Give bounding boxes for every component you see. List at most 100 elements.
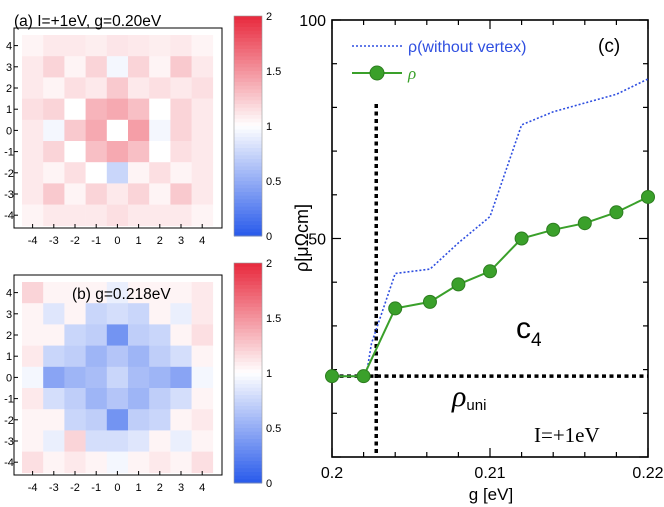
heatmap-cell xyxy=(64,282,86,304)
heatmap-cell xyxy=(170,430,192,452)
heatmap-cell xyxy=(149,303,171,325)
colorbar-segment xyxy=(234,347,262,352)
heatmap-cell xyxy=(22,119,44,142)
colorbar-segment xyxy=(234,329,262,334)
heatmap-cell xyxy=(22,204,44,227)
heatmap-cell xyxy=(106,430,129,452)
colorbar-segment xyxy=(234,93,262,98)
colorbar-segment xyxy=(234,340,262,345)
heatmap-cell xyxy=(128,451,150,474)
colorbar-segment xyxy=(234,148,262,153)
heatmap-cell xyxy=(43,35,65,57)
heatmap-cell xyxy=(22,77,44,99)
heatmap-cell xyxy=(170,77,192,99)
series-line-without-vertex xyxy=(332,78,649,377)
heatmap-cell xyxy=(128,388,150,410)
colorbar-segment xyxy=(234,453,262,458)
heatmap-cell xyxy=(149,204,171,227)
colorbar-segment xyxy=(234,409,262,414)
line-chart-panel-c: 0.2 0.21 0.22 100 50 (c) ρ(without vertex) ρ… xyxy=(292,13,664,504)
heatmap-cell xyxy=(64,366,86,389)
colorbar-segment xyxy=(234,107,262,112)
data-point-rho xyxy=(577,216,592,231)
panel-a-title: (a) I=+1eV, g=0.20eV xyxy=(14,13,162,30)
colorbar-segment xyxy=(234,203,262,208)
legend-label-rho: ρ xyxy=(407,64,416,83)
heatmap-cell xyxy=(22,388,44,410)
colorbar-segment xyxy=(234,387,262,392)
colorbar-segment xyxy=(234,310,262,315)
heatmap-cell xyxy=(191,345,214,368)
heatmap-cell xyxy=(64,388,86,410)
data-point-rho xyxy=(388,301,403,316)
heatmap-cell xyxy=(22,366,44,389)
colorbar-frame xyxy=(233,15,263,237)
heatmap-cell xyxy=(170,366,192,389)
colorbar-segment xyxy=(234,184,262,189)
colorbar-tick-label: 1.5 xyxy=(266,66,281,78)
x-tick-label: 2 xyxy=(157,235,163,247)
colorbar-segment xyxy=(234,118,262,123)
heatmap-cell xyxy=(22,451,44,474)
colorbar-segment xyxy=(234,111,262,116)
colorbar-segment xyxy=(234,38,262,43)
heatmap-cell xyxy=(191,56,214,78)
heatmap-cell xyxy=(191,183,214,205)
heatmap-cell xyxy=(191,162,214,184)
colorbar-segment xyxy=(234,318,262,323)
colorbar-segment xyxy=(234,373,262,378)
heatmap-cell xyxy=(85,366,108,389)
colorbar-segment xyxy=(234,129,262,134)
colorbar-segment xyxy=(234,314,262,319)
colorbar-segment xyxy=(234,122,262,127)
colorbar-segment xyxy=(234,358,262,363)
colorbar-segment xyxy=(234,89,262,94)
heatmap-cell xyxy=(43,56,65,78)
colorbar-segment xyxy=(234,199,262,204)
y-tick-label: -4 xyxy=(4,457,14,469)
heatmap-cell xyxy=(106,183,129,205)
colorbar-segment xyxy=(234,277,262,282)
heatmap-cell xyxy=(43,183,65,205)
heatmap-cell xyxy=(85,303,108,325)
colorbar-tick-label: 0 xyxy=(266,231,272,243)
heatmap-cell xyxy=(43,345,65,368)
x-tick-label: 3 xyxy=(178,482,184,494)
heatmap-cell xyxy=(64,451,86,474)
heatmap-cell xyxy=(22,324,44,346)
heatmap-cell xyxy=(106,98,129,121)
colorbar-segment xyxy=(234,210,262,215)
x-axis-label: g [eV] xyxy=(469,485,513,504)
data-point-rho xyxy=(451,277,466,292)
data-point-rho xyxy=(422,294,437,309)
interaction-label: I=+1eV xyxy=(534,423,600,447)
x-tick-label: 1 xyxy=(136,482,142,494)
heatmap-cell xyxy=(106,56,129,78)
colorbar-segment xyxy=(234,336,262,341)
heatmap-cell xyxy=(43,451,65,474)
colorbar-segment xyxy=(234,115,262,120)
heatmap-cell xyxy=(85,35,108,57)
y-tick-label: 3 xyxy=(6,309,12,321)
colorbar-segment xyxy=(234,56,262,61)
x-tick-label: 0.2 xyxy=(321,465,343,482)
data-point-rho xyxy=(546,222,561,237)
colorbar-segment xyxy=(234,27,262,32)
heatmap-cell xyxy=(106,35,129,57)
colorbar-segment xyxy=(234,325,262,330)
heatmap-cell xyxy=(85,409,108,431)
x-tick-label: 4 xyxy=(199,235,205,247)
colorbar-segment xyxy=(234,461,262,466)
heatmap-cell xyxy=(170,303,192,325)
colorbar-segment xyxy=(234,170,262,175)
heatmap-cell xyxy=(170,56,192,78)
heatmap-cell xyxy=(128,141,150,163)
colorbar-segment xyxy=(234,63,262,68)
heatmap-cell xyxy=(128,56,150,78)
heatmap-cell xyxy=(106,282,129,304)
colorbar-segment xyxy=(234,45,262,50)
colorbar-segment xyxy=(234,292,262,297)
heatmap-cell xyxy=(191,35,214,57)
colorbar-segment xyxy=(234,214,262,219)
x-tick-label: 0 xyxy=(114,482,120,494)
